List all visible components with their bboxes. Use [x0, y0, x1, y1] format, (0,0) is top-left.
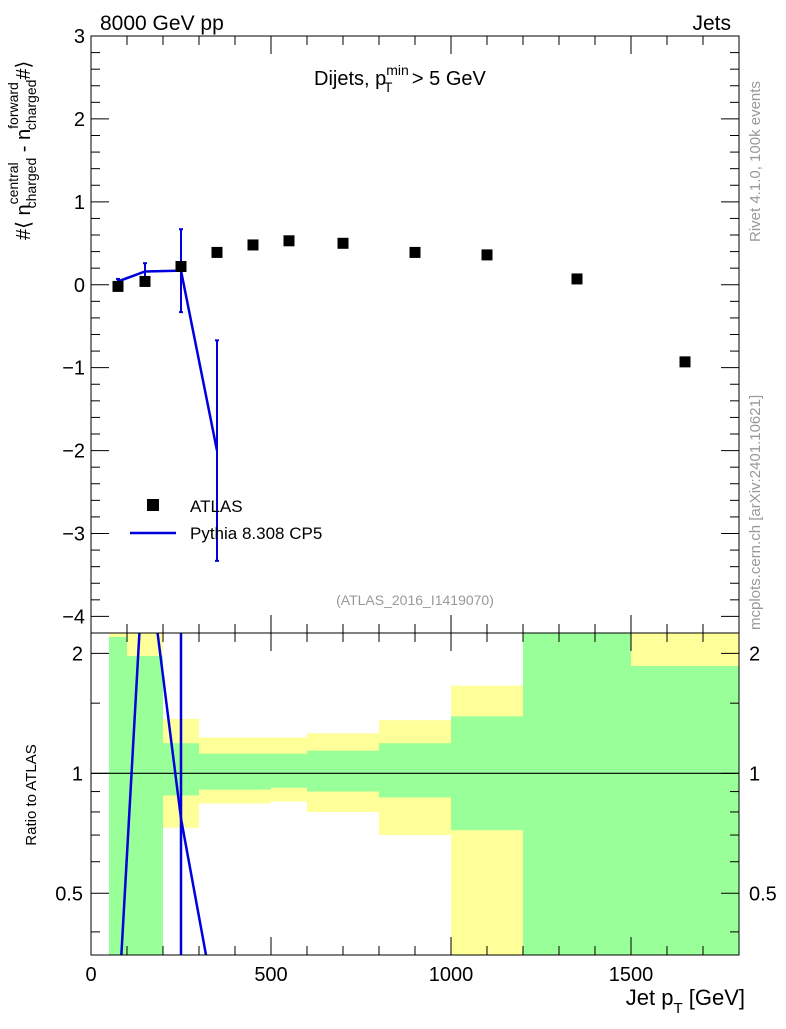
- ratio-ytick-label-right: 0.5: [749, 883, 777, 905]
- atlas-point: [679, 356, 691, 368]
- main-ylabel: #⟨ ncentral charged - nforward charged#⟩: [5, 61, 39, 240]
- ratio-band-green: [523, 633, 631, 955]
- title-prefix: Dijets, p: [314, 68, 386, 90]
- ratio-ytick-label: 1: [72, 763, 83, 785]
- ratio-ytick-label: 0.5: [55, 883, 83, 905]
- atlas-point: [175, 261, 187, 273]
- ratio-band-green: [109, 636, 127, 955]
- main-ticks: −4 −3 −2 −1 0 1 2 3: [62, 26, 740, 633]
- main-ytick-label: −4: [62, 606, 85, 628]
- legend: ATLAS Pythia 8.308 CP5: [130, 497, 322, 543]
- ratio-ytick-label-right: 1: [749, 763, 760, 785]
- ylabel-a: #⟨ n: [13, 204, 35, 240]
- atlas-point: [139, 275, 151, 287]
- pythia-line: [117, 269, 219, 451]
- main-ytick-label: 0: [74, 275, 85, 297]
- ratio-panel: 0.5 0.5 1 1 2 2 0 500 1000 1500 Ratio to ATLAS Je…: [23, 632, 777, 1017]
- main-ytick-label: 3: [74, 26, 85, 48]
- ratio-mc-group: [120, 633, 208, 955]
- main-ytick-label: −3: [62, 524, 85, 546]
- header-right: Jets: [692, 12, 731, 35]
- ratio-band-green: [379, 743, 451, 798]
- ratio-xtick-label: 1000: [429, 964, 474, 986]
- analysis-watermark: (ATLAS_2016_I1419070): [336, 592, 494, 608]
- atlas-point: [571, 273, 583, 285]
- pythia-ratio-line: [120, 633, 208, 955]
- plot-title: Dijets, pmin T > 5 GeV: [314, 62, 487, 95]
- ylabel-sub1: charged: [23, 158, 39, 209]
- header-left: 8000 GeV pp: [100, 12, 224, 35]
- main-frame: [90, 35, 740, 634]
- legend-atlas-label: ATLAS: [190, 497, 243, 516]
- xlabel-sub: T: [673, 1000, 682, 1017]
- main-marks: [112, 228, 691, 562]
- main-ytick-label: 1: [74, 192, 85, 214]
- ratio-xtick-label: 0: [85, 964, 96, 986]
- mcplots-label: mcplots.cern.ch [arXiv:2401.10621]: [747, 395, 764, 630]
- ratio-xtick-label: 500: [254, 964, 287, 986]
- ratio-ytick-label-right: 2: [749, 643, 760, 665]
- ratio-band-green: [235, 753, 271, 790]
- title-suffix: > 5 GeV: [406, 68, 486, 90]
- title-sup: min: [386, 62, 409, 78]
- ylabel-sup2: forward: [5, 82, 21, 129]
- rivet-label: Rivet 4.1.0, 100k events: [747, 81, 764, 242]
- main-ytick-label: −2: [62, 441, 85, 463]
- ylabel-sup1: central: [5, 162, 21, 204]
- main-ytick-label: 2: [74, 109, 85, 131]
- atlas-point: [112, 280, 124, 292]
- atlas-point: [481, 249, 493, 261]
- atlas-point: [247, 239, 259, 251]
- ylabel-sub2: charged: [23, 80, 39, 131]
- atlas-point: [283, 235, 295, 247]
- ratio-band-green: [271, 753, 307, 788]
- ylabel-c: #⟩: [13, 61, 35, 80]
- xlabel-b: [GeV]: [683, 985, 745, 1010]
- main-ytick-label: −1: [62, 358, 85, 380]
- ylabel-b: - n: [13, 129, 35, 158]
- ratio-ylabel: Ratio to ATLAS: [23, 744, 40, 845]
- ratio-band-green: [307, 750, 379, 792]
- title-sub: T: [384, 79, 393, 95]
- ratio-band-green: [127, 655, 163, 955]
- x-axis-label: Jet pT [GeV]: [626, 985, 745, 1017]
- legend-pythia-label: Pythia 8.308 CP5: [190, 524, 322, 543]
- ratio-band-green: [199, 753, 235, 790]
- atlas-point: [409, 246, 421, 258]
- ratio-band-green: [631, 665, 739, 955]
- legend-atlas-marker: [147, 499, 159, 511]
- ratio-marks: [120, 633, 208, 955]
- ratio-ytick-label: 2: [72, 643, 83, 665]
- xlabel-a: Jet p: [626, 985, 674, 1010]
- atlas-point: [337, 237, 349, 249]
- ratio-bands: [91, 633, 739, 955]
- ratio-ticks: 0.5 0.5 1 1 2 2 0 500 1000 1500: [55, 633, 777, 986]
- atlas-point: [211, 246, 223, 258]
- ratio-xtick-label: 1500: [609, 964, 654, 986]
